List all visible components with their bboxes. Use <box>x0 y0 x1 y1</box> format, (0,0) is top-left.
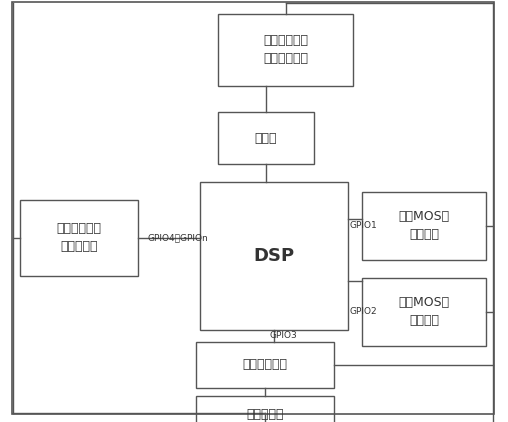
Text: GPIO2: GPIO2 <box>350 308 377 316</box>
Bar <box>362 278 486 346</box>
Text: 各个断路器
辅助触点: 各个断路器 辅助触点 <box>246 408 284 422</box>
Text: 自检MOS管
开关电路: 自检MOS管 开关电路 <box>398 211 450 241</box>
Text: GPIO4～GPIOn: GPIO4～GPIOn <box>148 233 209 243</box>
Bar <box>20 200 138 276</box>
Text: 与断路器个数
相等的二极管: 与断路器个数 相等的二极管 <box>263 35 308 65</box>
Bar <box>218 112 314 164</box>
Text: GPIO3: GPIO3 <box>270 332 298 341</box>
Bar <box>200 182 348 330</box>
Text: 供电MOS管
开关电路: 供电MOS管 开关电路 <box>398 297 450 327</box>
Text: GPIO1: GPIO1 <box>350 222 378 230</box>
Text: 上位机: 上位机 <box>255 132 277 144</box>
Text: DSP: DSP <box>253 247 295 265</box>
Text: 多路断路器状
态采样电路: 多路断路器状 态采样电路 <box>56 222 102 254</box>
Bar <box>196 342 334 388</box>
Bar <box>218 14 353 86</box>
Bar <box>362 192 486 260</box>
Bar <box>196 396 334 422</box>
Text: 分压采样电路: 分压采样电路 <box>242 359 288 371</box>
